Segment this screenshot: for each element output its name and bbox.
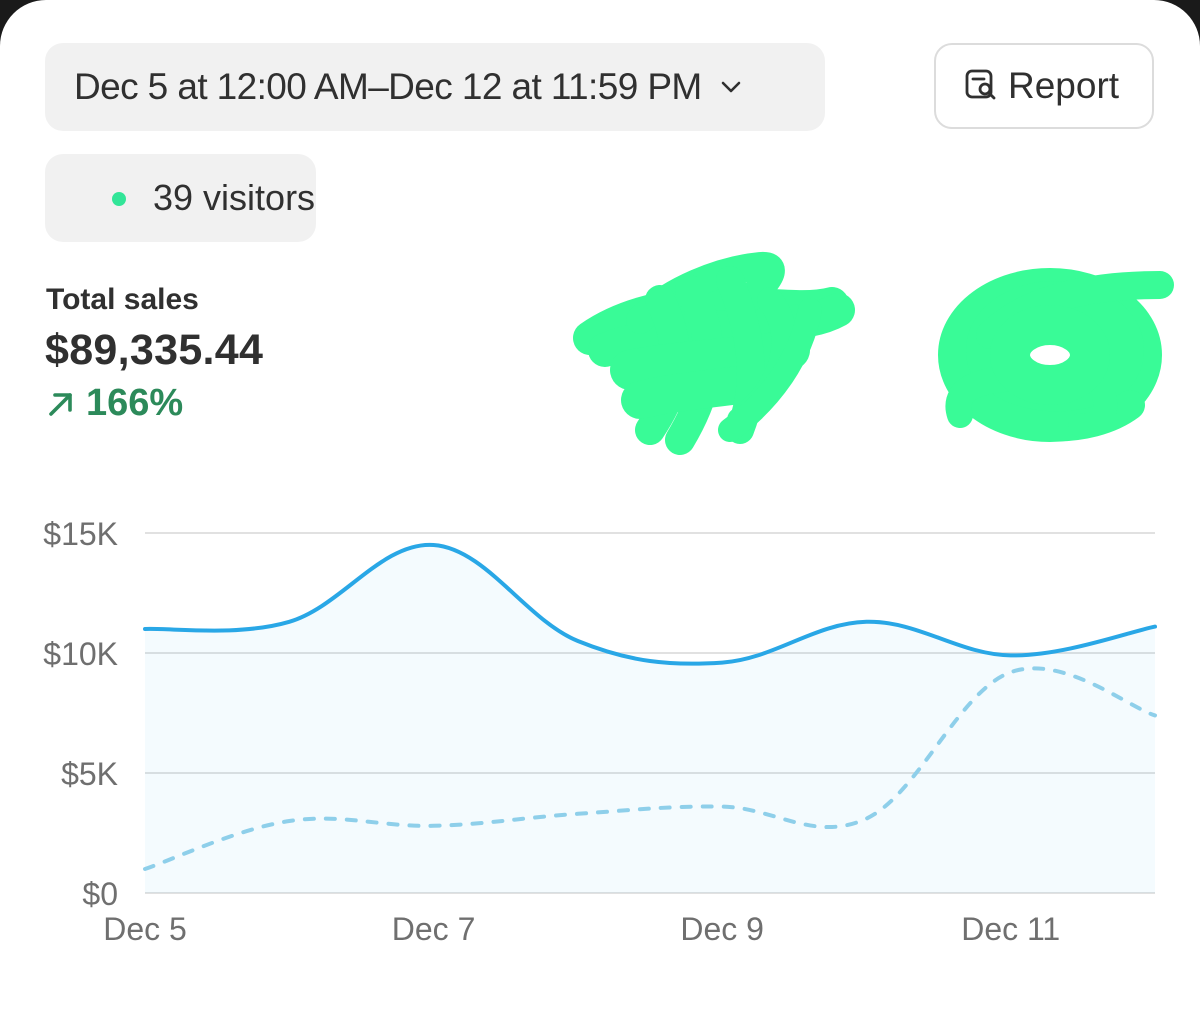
redaction-scribble-2 bbox=[938, 268, 1174, 442]
primary-series-area bbox=[145, 544, 1155, 893]
y-tick-label: $5K bbox=[61, 756, 118, 792]
visitors-dot-icon bbox=[112, 192, 126, 206]
comparison-series-line bbox=[143, 666, 1157, 871]
visitors-label: 39 visitors bbox=[153, 177, 316, 218]
date-range-picker[interactable]: Dec 5 at 12:00 AM–Dec 12 at 11:59 PM bbox=[45, 43, 825, 131]
report-button[interactable]: Report bbox=[934, 43, 1154, 129]
visitors-badge[interactable]: 39 visitors bbox=[45, 154, 316, 242]
x-tick-label: Dec 9 bbox=[680, 911, 764, 947]
arrow-up-right-icon bbox=[49, 392, 72, 416]
y-tick-label: $10K bbox=[43, 636, 118, 672]
redaction-scribble-1 bbox=[573, 251, 855, 455]
sales-line-chart: $0 $5K $10K $15K Dec 5 Dec 7 Dec 9 Dec 11 bbox=[43, 516, 1157, 947]
metric-title: Total sales bbox=[46, 283, 199, 316]
chevron-down-icon bbox=[720, 76, 742, 98]
report-button-label: Report bbox=[1008, 65, 1120, 106]
x-tick-label: Dec 7 bbox=[392, 911, 476, 947]
metric-value: $89,335.44 bbox=[45, 326, 264, 374]
x-tick-label: Dec 11 bbox=[961, 911, 1060, 947]
x-tick-label: Dec 5 bbox=[103, 911, 187, 947]
y-tick-label: $15K bbox=[43, 516, 118, 552]
report-search-icon bbox=[964, 68, 998, 105]
y-tick-label: $0 bbox=[82, 876, 118, 912]
metric-change-value: 166% bbox=[86, 382, 184, 424]
date-range-label: Dec 5 at 12:00 AM–Dec 12 at 11:59 PM bbox=[74, 66, 702, 107]
metric-change: 166% bbox=[46, 382, 183, 425]
primary-series-line bbox=[143, 542, 1157, 666]
